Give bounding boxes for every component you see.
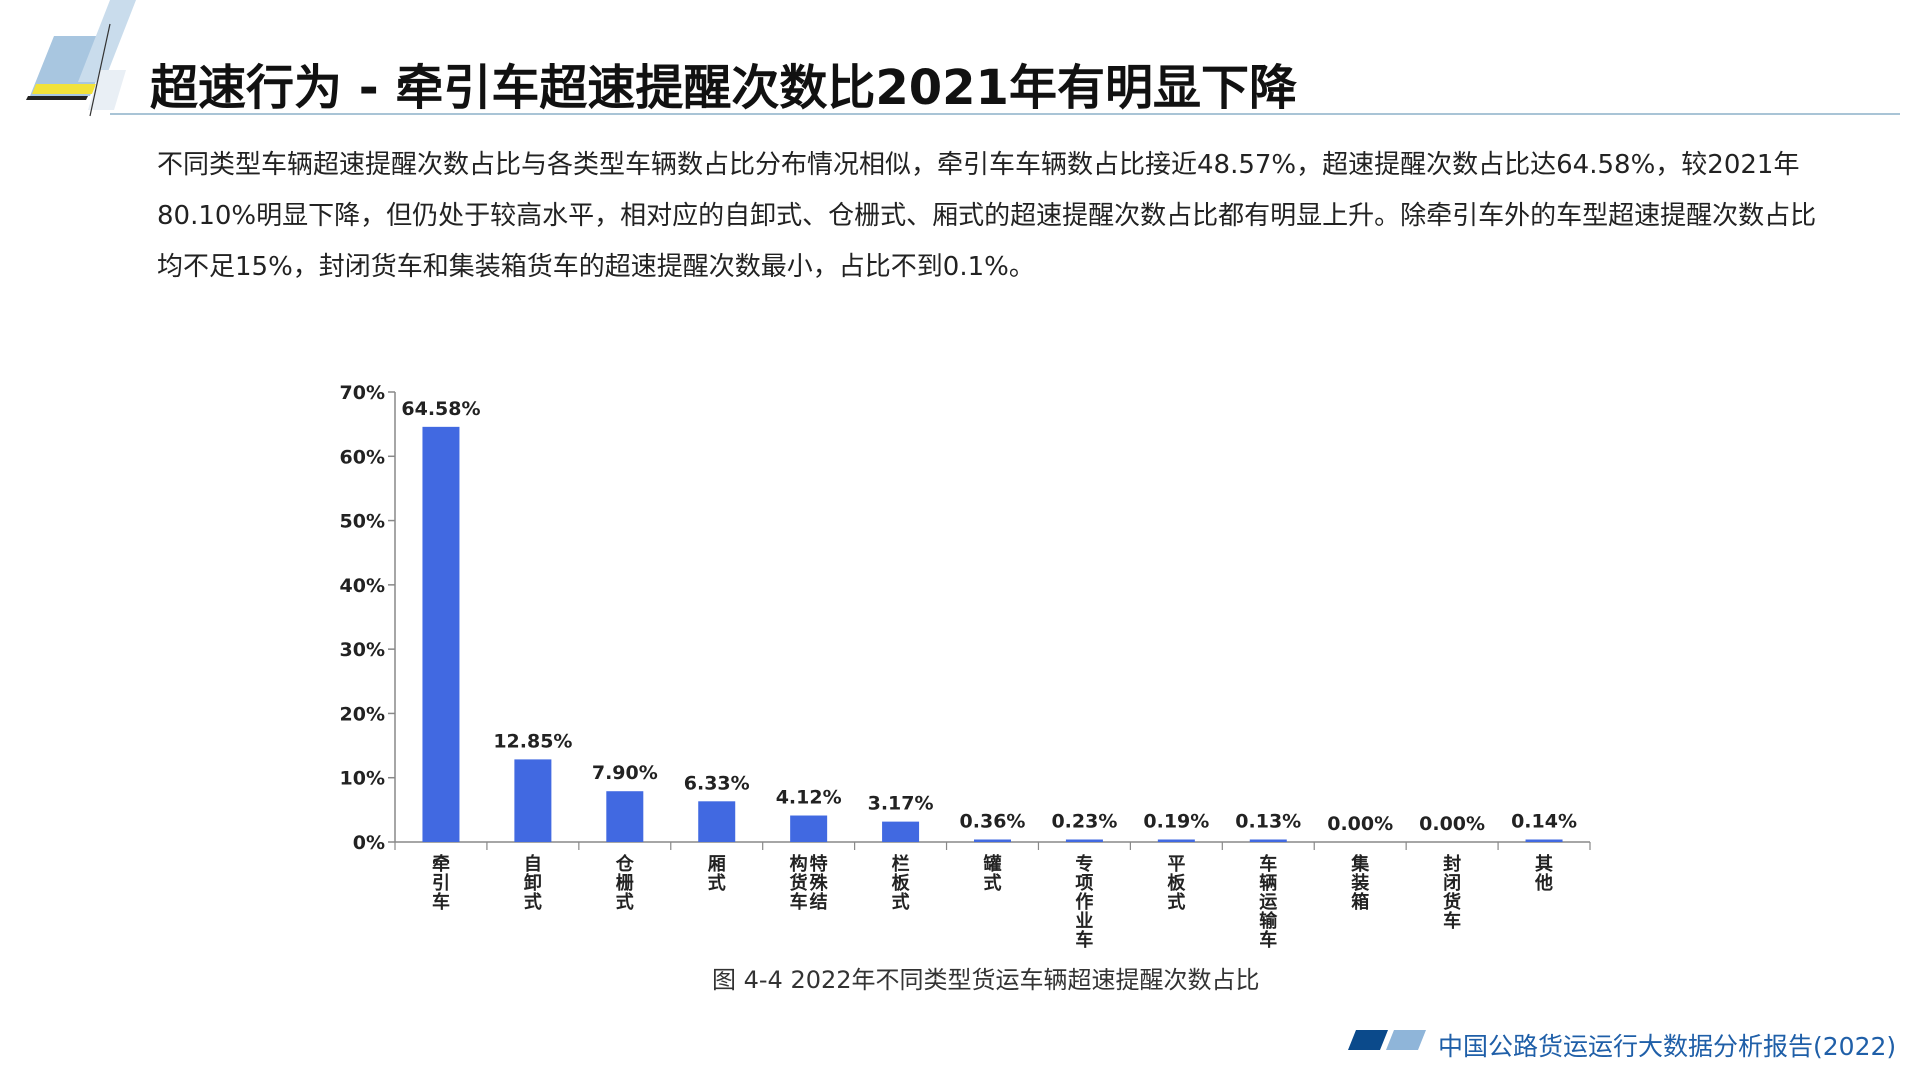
category-label-12: 其他: [1534, 854, 1553, 894]
bar-7: [1065, 839, 1103, 842]
data-label-1: 12.85%: [493, 730, 572, 752]
data-label-11: 0.00%: [1419, 813, 1485, 835]
data-label-4: 4.12%: [776, 787, 842, 809]
report-logo-icon: [26, 0, 136, 117]
category-label-11: 封闭货车: [1443, 853, 1461, 932]
category-label-0: 牵引车: [432, 853, 450, 913]
category-label-8: 平板式: [1167, 854, 1186, 913]
y-tick-label: 10%: [340, 768, 385, 790]
bar-4: [790, 815, 828, 842]
title-divider: [110, 113, 1900, 115]
bar-3: [698, 801, 736, 842]
data-label-9: 0.13%: [1235, 811, 1301, 833]
category-label-6: 罐式: [983, 853, 1002, 894]
y-tick-label: 20%: [340, 703, 385, 725]
bar-12: [1525, 839, 1563, 842]
y-tick-label: 50%: [340, 511, 385, 533]
chart-caption: 图 4-4 2022年不同类型货运车辆超速提醒次数占比: [712, 966, 1260, 994]
bar-5: [882, 821, 920, 842]
data-label-7: 0.23%: [1051, 811, 1117, 833]
intro-paragraph: 不同类型车辆超速提醒次数占比与各类型车辆数占比分布情况相似，牵引车车辆数占比接近…: [157, 150, 1817, 282]
y-tick-label: 70%: [340, 382, 385, 404]
footer-report-title: 中国公路货运运行大数据分析报告(2022): [1438, 1032, 1897, 1061]
category-label-1: 自卸式: [524, 853, 542, 913]
data-label-8: 0.19%: [1143, 811, 1209, 833]
category-label-10: 集装箱: [1350, 853, 1370, 913]
footer-accent-icon: [1348, 1030, 1426, 1050]
bar-1: [514, 759, 552, 842]
y-tick-label: 60%: [340, 446, 385, 468]
category-label-2: 仓栅式: [615, 853, 635, 913]
data-label-12: 0.14%: [1511, 811, 1577, 833]
data-label-3: 6.33%: [684, 772, 750, 794]
category-label-3: 厢式: [708, 854, 726, 894]
y-tick-label: 30%: [340, 639, 385, 661]
data-label-2: 7.90%: [592, 762, 658, 784]
data-label-10: 0.00%: [1327, 813, 1393, 835]
bar-6: [974, 839, 1011, 842]
bar-0: [422, 426, 460, 842]
category-label-9: 车辆运输车: [1259, 853, 1278, 951]
bar-2: [606, 791, 644, 842]
bar-8: [1157, 839, 1195, 842]
category-label-5: 栏板式: [892, 853, 911, 913]
bar-9: [1249, 839, 1287, 842]
category-label-7: 专项作业车: [1075, 853, 1093, 951]
data-label-6: 0.36%: [960, 811, 1026, 833]
y-tick-label: 40%: [340, 575, 385, 597]
data-label-0: 64.58%: [401, 398, 480, 420]
data-label-5: 3.17%: [868, 793, 934, 815]
category-label-4: 特殊结构货车: [790, 853, 829, 913]
page-title: 超速行为 - 牵引车超速提醒次数比2021年有明显下降: [150, 60, 1297, 116]
y-tick-label: 0%: [353, 832, 385, 854]
